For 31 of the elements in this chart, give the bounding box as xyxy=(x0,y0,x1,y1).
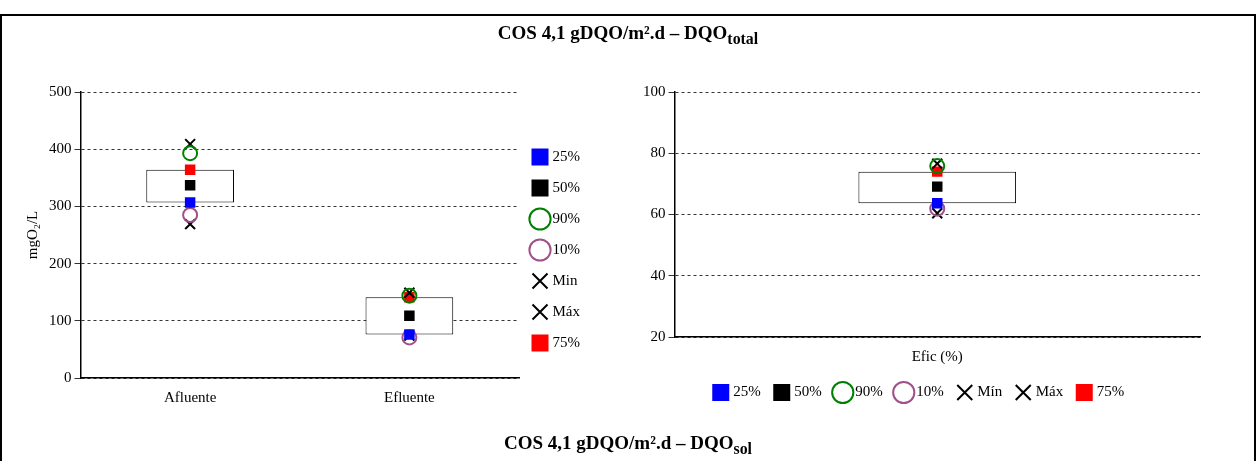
y-tick-label: 400 xyxy=(49,140,72,157)
y-tick-label: 200 xyxy=(49,254,72,271)
legend-label: 50% xyxy=(794,383,822,400)
y-tick-label: 40 xyxy=(650,266,666,283)
y-tick-label: 20 xyxy=(650,327,666,344)
text: COS 4,1 gDQO/m².d – DQO$_{sol}$ xyxy=(503,432,753,458)
legend-label: 90% xyxy=(855,383,883,400)
legend-label: 10% xyxy=(552,240,580,257)
legend-label: 75% xyxy=(552,333,580,350)
x-tick-label: Afluente xyxy=(163,388,217,405)
legend-label: Mín xyxy=(977,383,1003,400)
text: COS 4,1 gDQO/m².d – DQO$_{total}$ xyxy=(496,22,760,48)
y-axis-title: mgO₂/L xyxy=(23,210,40,260)
legend-label: 50% xyxy=(552,178,580,195)
legend-label: Máx xyxy=(552,302,581,319)
legend-label: 25% xyxy=(552,147,580,164)
y-tick-label: 100 xyxy=(643,82,666,99)
y-tick-label: 60 xyxy=(650,205,666,222)
legend-label: 75% xyxy=(1096,383,1125,400)
legend-label: 25% xyxy=(733,383,761,400)
y-tick-label: 100 xyxy=(49,311,72,328)
x-tick-label: Efluente xyxy=(383,388,436,405)
x-tick-label: Efic (%) xyxy=(911,347,963,365)
legend-label: 10% xyxy=(916,383,944,400)
y-tick-label: 0 xyxy=(64,368,72,385)
y-tick-label: 80 xyxy=(650,144,666,161)
legend-label: Min xyxy=(552,271,579,288)
y-tick-label: 500 xyxy=(49,82,72,99)
legend-label: 90% xyxy=(552,209,580,226)
legend-label: Máx xyxy=(1035,383,1064,400)
y-tick-label: 300 xyxy=(49,197,72,214)
